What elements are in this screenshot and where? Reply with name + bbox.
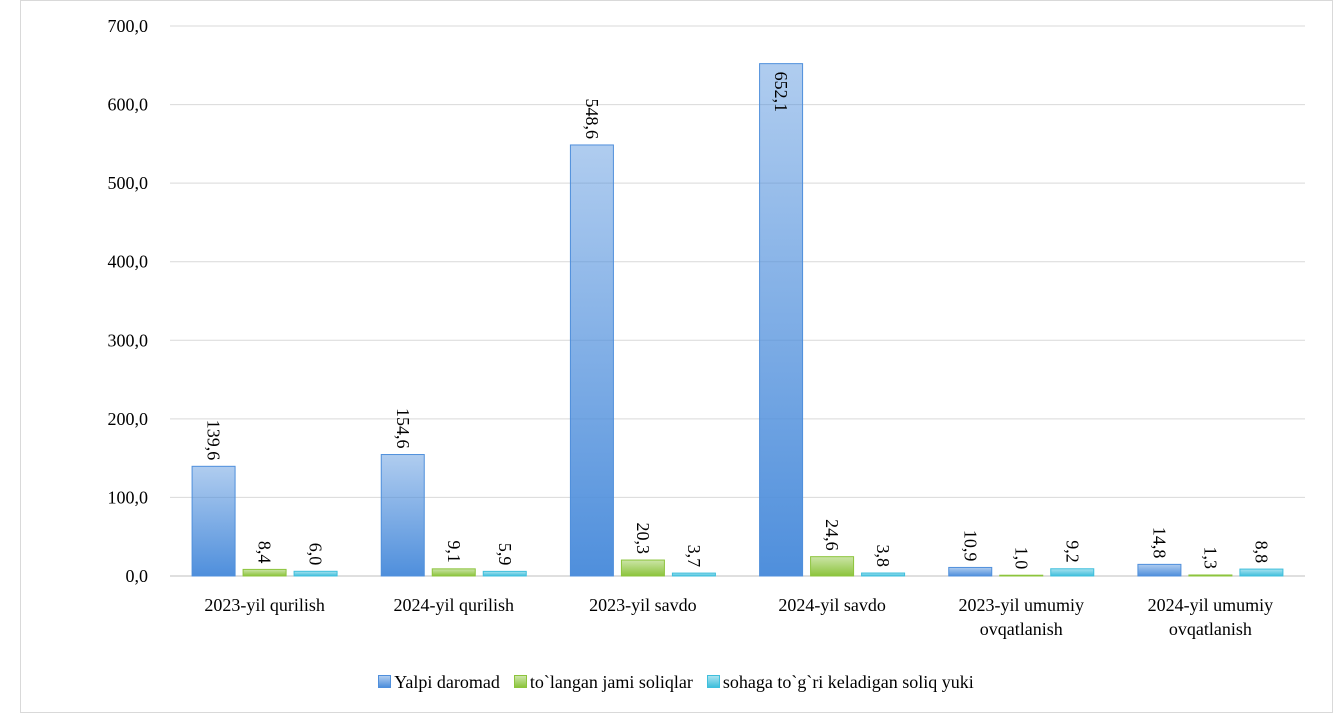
data-label: 3,7 — [684, 545, 704, 568]
y-tick-label: 700,0 — [108, 16, 149, 36]
legend-marker — [513, 675, 527, 688]
bar — [482, 570, 527, 577]
data-label: 8,8 — [1251, 541, 1271, 564]
x-tick-label: 2023-yil qurilish — [204, 595, 325, 615]
legend: Yalpi daromad to`langan jami soliqlar soha… — [20, 672, 1332, 693]
bar — [569, 144, 614, 577]
bar — [1239, 568, 1284, 577]
data-label: 5,9 — [495, 543, 515, 566]
x-tick-label: 2023-yil savdo — [589, 595, 697, 615]
bar — [1050, 568, 1095, 577]
x-tick-label: 2024-yil umumiy ovqatlanish — [1147, 595, 1274, 639]
bar — [671, 572, 716, 577]
bar — [861, 572, 906, 577]
legend-item: to`langan jami soliqlar — [513, 672, 693, 693]
bar — [948, 566, 993, 577]
x-tick-label: 2024-yil qurilish — [393, 595, 515, 615]
bar — [431, 568, 476, 577]
bar — [810, 556, 855, 577]
data-label: 548,6 — [582, 98, 602, 139]
data-label: 3,8 — [873, 545, 893, 568]
bar — [1137, 563, 1182, 577]
y-tick-label: 300,0 — [108, 330, 149, 350]
legend-marker — [378, 675, 392, 688]
bar — [242, 568, 287, 577]
data-label: 9,1 — [444, 540, 464, 563]
legend-label: Yalpi daromad — [394, 672, 500, 692]
bar — [759, 63, 804, 577]
data-label: 8,4 — [255, 541, 275, 564]
y-tick-label: 0,0 — [126, 566, 149, 586]
bar — [999, 574, 1044, 577]
data-label: 10,9 — [960, 530, 980, 562]
data-label: 24,6 — [822, 519, 842, 551]
data-label: 1,3 — [1200, 546, 1220, 569]
data-label: 20,3 — [633, 523, 653, 555]
data-label: 9,2 — [1062, 540, 1082, 563]
bar — [620, 559, 665, 577]
bar — [1188, 574, 1233, 577]
y-tick-label: 400,0 — [108, 252, 149, 272]
x-tick-label: 2023-yil umumiy ovqatlanish — [958, 595, 1085, 639]
legend-item: sohaga to`g`ri keladigan soliq yuki — [706, 672, 974, 693]
data-label: 6,0 — [306, 543, 326, 566]
data-label: 1,0 — [1011, 547, 1031, 570]
data-label: 14,8 — [1149, 527, 1169, 559]
legend-marker — [706, 675, 720, 688]
legend-label: to`langan jami soliqlar — [529, 672, 693, 692]
data-label: 154,6 — [393, 408, 413, 449]
data-label: 139,6 — [204, 420, 224, 461]
bar — [191, 465, 236, 577]
legend-item: Yalpi daromad — [378, 672, 500, 693]
legend-label: sohaga to`g`ri keladigan soliq yuki — [722, 672, 974, 692]
y-tick-label: 500,0 — [108, 173, 149, 193]
data-label: 652,1 — [771, 72, 791, 113]
bar — [380, 454, 425, 577]
x-tick-label: 2024-yil savdo — [778, 595, 886, 615]
y-tick-label: 100,0 — [108, 487, 149, 507]
y-tick-label: 600,0 — [108, 95, 149, 115]
y-tick-label: 200,0 — [108, 409, 149, 429]
bar — [293, 570, 338, 577]
